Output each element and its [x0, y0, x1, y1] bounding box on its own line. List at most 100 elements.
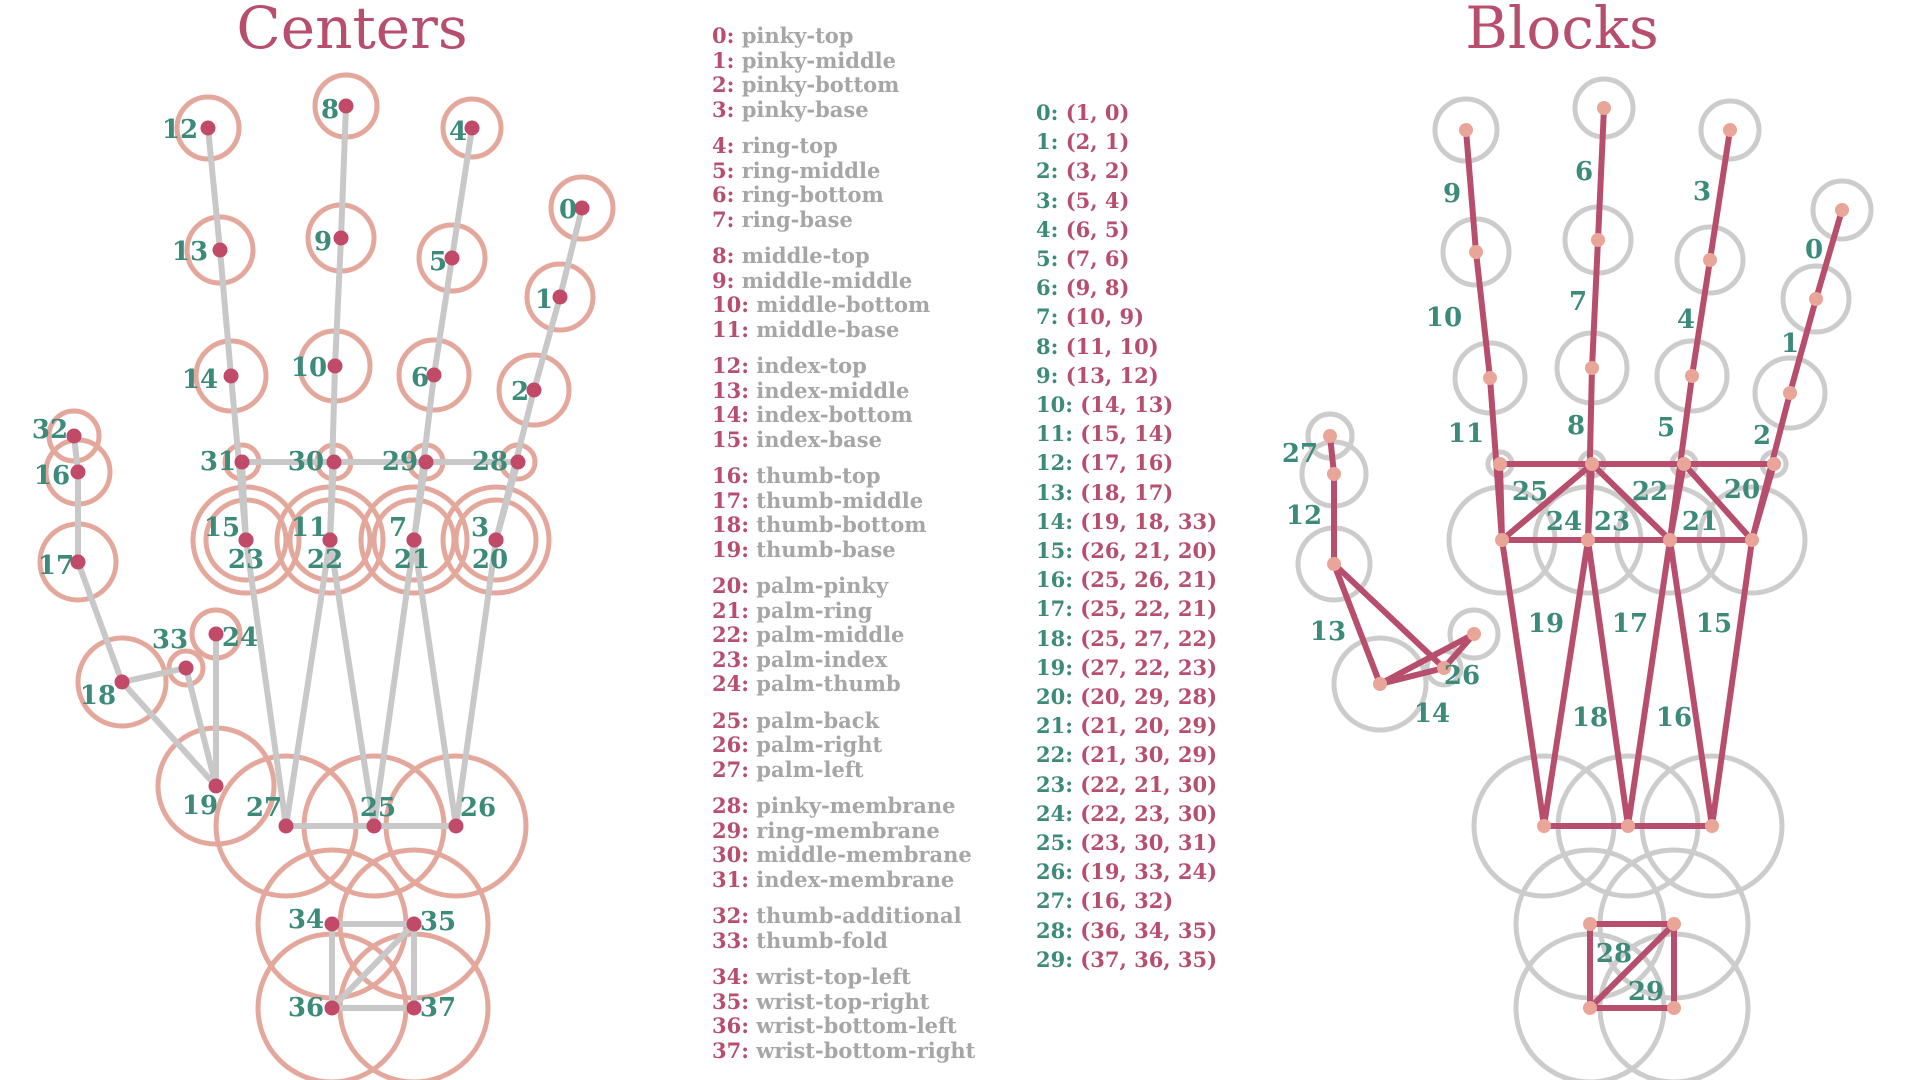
legend-item-name: palm-left: [756, 756, 864, 782]
center-dot-35: [406, 916, 422, 932]
block-label-29: 29: [1628, 977, 1664, 1007]
block-index: 8:: [1036, 333, 1059, 359]
block-edge-22-30: [1585, 461, 1595, 543]
block-label-4: 4: [1677, 305, 1695, 335]
block-nodes: (14, 13): [1080, 392, 1174, 418]
center-dot-12: [200, 120, 216, 136]
block-circle-6: [1654, 338, 1730, 414]
block-list-item: 1: (2, 1): [1036, 127, 1217, 156]
block-list-item: 27: (16, 32): [1036, 886, 1217, 915]
legend-item-index: 20:: [712, 573, 749, 598]
block-node-17: [1327, 467, 1341, 481]
legend-item-name: index-middle: [756, 377, 910, 403]
center-dot-26: [448, 818, 464, 834]
legend-item-index: 26:: [712, 732, 749, 757]
block-label-16: 16: [1656, 703, 1692, 733]
block-label-1: 1: [1781, 329, 1799, 359]
legend-item-name: ring-middle: [741, 157, 881, 183]
block-node-5: [1703, 253, 1717, 267]
block-node-8: [1597, 101, 1611, 115]
legend-group: 4: ring-top 5: ring-middle 6: ring-bottom 7…: [712, 133, 975, 232]
block-circle-4: [1698, 98, 1762, 162]
block-label-13: 13: [1310, 617, 1346, 647]
block-index: 22:: [1036, 742, 1073, 768]
block-list-item: 20: (20, 29, 28): [1036, 682, 1217, 711]
block-nodes: (11, 10): [1065, 333, 1159, 359]
block-label-17: 17: [1612, 609, 1648, 639]
block-node-13: [1469, 245, 1483, 259]
center-dot-10: [327, 358, 343, 374]
legend-item-index: 10:: [712, 292, 749, 317]
block-nodes: (15, 14): [1080, 421, 1174, 447]
legend-group: 34: wrist-top-left 35: wrist-top-right 36:…: [712, 964, 975, 1063]
block-nodes: (26, 21, 20): [1080, 538, 1218, 564]
block-circle-0: [1810, 178, 1874, 242]
block-node-18: [1327, 557, 1341, 571]
block-list-item: 8: (11, 10): [1036, 332, 1217, 361]
block-label-12: 12: [1286, 501, 1322, 531]
block-circle-19: [1331, 635, 1429, 733]
block-node-33: [1437, 661, 1451, 675]
block-index: 7:: [1036, 304, 1059, 330]
block-edge-20-29: [1681, 461, 1755, 543]
block-list-item: 9: (13, 12): [1036, 361, 1217, 390]
block-edge-5-4: [1707, 127, 1733, 263]
block-list-item: 13: (18, 17): [1036, 478, 1217, 507]
legend-item: 13: index-middle: [712, 377, 975, 404]
center-label-8: 8: [321, 95, 339, 125]
legend-item-index: 19:: [712, 536, 749, 562]
block-label-23: 23: [1594, 507, 1630, 537]
bone-28-20: [493, 459, 521, 543]
block-nodes: (17, 16): [1080, 450, 1174, 476]
legend-item: 24: palm-thumb: [712, 671, 975, 697]
block-label-6: 6: [1575, 157, 1593, 187]
block-edge-26-21: [1667, 537, 1715, 829]
legend-item-index: 29:: [712, 817, 749, 843]
block-node-10: [1585, 361, 1599, 375]
legend-item: 20: palm-pinky: [712, 573, 975, 599]
legend-item-name: thumb-fold: [756, 927, 888, 953]
legend-item: 1: pinky-middle: [712, 47, 975, 74]
legend-group: 12: index-top 13: index-middle 14: index-b…: [712, 353, 975, 452]
block-node-6: [1685, 369, 1699, 383]
block-index: 6:: [1036, 275, 1059, 301]
block-nodes: (10, 9): [1065, 304, 1145, 330]
block-edge-23-30: [1499, 461, 1595, 543]
legend-group: 20: palm-pinky 21: palm-ring 22: palm-midd…: [712, 573, 975, 697]
center-dot-6: [426, 367, 442, 383]
legend-item-name: palm-middle: [756, 622, 905, 647]
legend-item-index: 0:: [712, 23, 735, 48]
center-dot-4: [464, 120, 480, 136]
block-nodes: (23, 30, 31): [1080, 830, 1218, 856]
center-circle-7: [358, 484, 470, 596]
block-nodes: (37, 36, 35): [1080, 946, 1218, 972]
legend-item: 25: palm-back: [712, 707, 975, 734]
legend-item-name: thumb-bottom: [756, 512, 927, 537]
block-nodes: (27, 22, 23): [1080, 654, 1218, 680]
block-index: 15:: [1036, 538, 1073, 564]
block-edge-10-9: [1589, 237, 1601, 371]
block-label-28: 28: [1596, 939, 1632, 969]
block-edge-1-0: [1813, 207, 1845, 302]
block-nodes: (21, 30, 29): [1080, 742, 1218, 768]
block-index: 20:: [1036, 684, 1073, 710]
bone-20-26: [453, 537, 499, 829]
block-nodes: (1, 0): [1065, 100, 1130, 125]
center-label-37: 37: [420, 993, 456, 1023]
blocks-diagram: 0123456789101112131415161718192021222324…: [1282, 76, 1874, 1080]
center-label-35: 35: [420, 907, 456, 937]
legend-item-name: thumb-middle: [756, 487, 924, 513]
legend-group: 16: thumb-top 17: thumb-middle 18: thumb-b…: [712, 463, 975, 562]
bone-22-25: [327, 537, 377, 829]
legend-item-name: wrist-top-left: [756, 964, 911, 989]
block-node-30: [1585, 457, 1599, 471]
bone-18-19: [119, 679, 219, 789]
legend-item-index: 15:: [712, 426, 749, 452]
legend-item: 21: palm-ring: [712, 598, 975, 624]
center-dot-14: [223, 368, 239, 384]
legend-item-index: 1:: [712, 47, 735, 73]
legend-item-name: palm-back: [756, 707, 880, 733]
bone-12-13: [205, 125, 223, 253]
legend-item-index: 34:: [712, 964, 749, 989]
block-node-19: [1373, 677, 1387, 691]
